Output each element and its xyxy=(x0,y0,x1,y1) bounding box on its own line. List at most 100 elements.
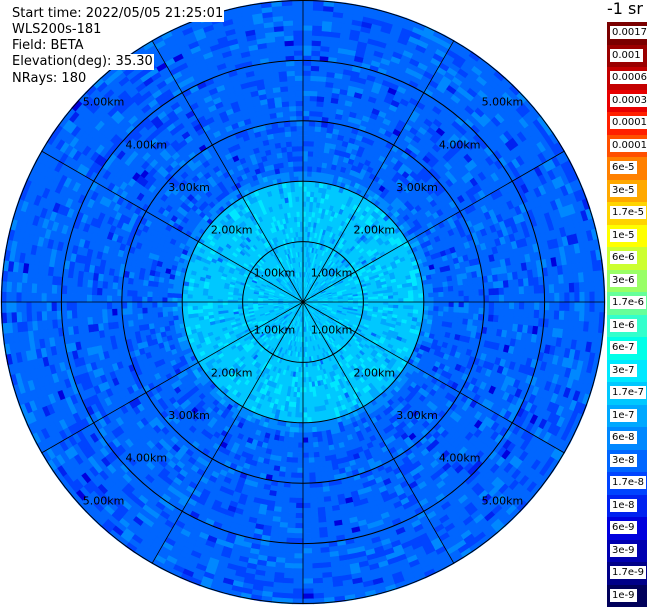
beta-cell xyxy=(282,582,294,590)
beta-cell xyxy=(508,301,515,310)
beta-cell xyxy=(302,377,307,383)
beta-cell xyxy=(294,528,304,534)
beta-cell xyxy=(285,461,293,469)
beta-cell xyxy=(523,301,530,311)
beta-cell xyxy=(295,502,304,509)
beta-cell xyxy=(589,301,596,313)
beta-cell xyxy=(294,407,300,414)
beta-cell xyxy=(292,442,299,449)
beta-cell xyxy=(448,306,455,313)
beta-cell xyxy=(315,426,322,433)
beta-cell xyxy=(305,392,311,398)
beta-cell xyxy=(292,578,304,585)
beta-cell xyxy=(284,466,292,474)
beta-cell xyxy=(457,312,465,320)
beta-cell xyxy=(282,587,294,595)
beta-cell xyxy=(548,310,555,320)
beta-cell xyxy=(447,311,454,319)
beta-cell xyxy=(442,311,449,318)
beta-cell xyxy=(513,309,520,318)
beta-cell xyxy=(302,553,313,560)
beta-cell xyxy=(529,301,535,311)
beta-cell xyxy=(473,301,480,309)
beta-cell xyxy=(302,447,309,454)
beta-cell xyxy=(302,467,310,474)
beta-cell xyxy=(313,461,321,469)
beta-cell xyxy=(293,548,304,555)
beta-cell xyxy=(279,516,289,524)
beta-cell xyxy=(468,307,475,315)
beta-cell xyxy=(281,592,294,600)
beta-cell xyxy=(293,432,299,439)
beta-cell xyxy=(403,301,410,307)
beta-cell xyxy=(309,487,317,494)
beta-cell xyxy=(483,307,490,316)
beta-cell xyxy=(478,307,485,315)
beta-cell xyxy=(569,301,576,312)
beta-cell xyxy=(314,471,322,479)
beta-cell xyxy=(285,547,295,554)
beta-cell xyxy=(463,307,470,314)
beta-cell xyxy=(518,309,525,318)
beta-cell xyxy=(316,436,323,443)
beta-cell xyxy=(298,407,304,414)
beta-cell xyxy=(315,486,324,494)
beta-cell xyxy=(302,538,312,544)
beta-cell xyxy=(284,471,292,479)
beta-cell xyxy=(285,456,293,464)
beta-cell xyxy=(302,502,311,509)
beta-cell xyxy=(294,417,300,424)
beta-cell xyxy=(302,427,308,434)
beta-cell xyxy=(295,397,301,403)
beta-cell xyxy=(458,307,465,314)
beta-cell xyxy=(573,311,581,322)
beta-cell xyxy=(312,572,323,580)
beta-cell xyxy=(302,528,312,534)
beta-cell xyxy=(523,309,530,319)
beta-cell xyxy=(308,462,315,469)
beta-cell xyxy=(302,593,314,600)
beta-cell xyxy=(291,457,298,464)
beta-cell xyxy=(307,447,314,454)
beta-cell xyxy=(579,301,586,313)
beta-cell xyxy=(302,497,311,504)
beta-cell xyxy=(448,301,455,308)
beta-cell xyxy=(286,446,294,453)
beta-cell xyxy=(287,507,297,514)
beta-cell xyxy=(462,312,470,320)
beta-cell xyxy=(309,497,318,504)
beta-cell xyxy=(289,482,298,489)
beta-cell xyxy=(302,437,309,444)
beta-cell xyxy=(302,583,314,590)
beta-cell xyxy=(292,583,304,590)
beta-cell xyxy=(310,527,320,534)
beta-field-cells xyxy=(0,0,606,605)
beta-cell xyxy=(302,452,309,459)
beta-cell xyxy=(294,533,304,539)
beta-cell xyxy=(297,447,304,454)
beta-cell xyxy=(306,402,311,408)
beta-cell xyxy=(311,547,321,554)
beta-cell xyxy=(302,382,307,388)
beta-cell xyxy=(296,482,304,489)
beta-cell xyxy=(478,301,485,309)
beta-cell xyxy=(292,447,299,454)
beta-cell xyxy=(307,442,314,449)
beta-cell xyxy=(443,306,450,313)
beta-cell xyxy=(498,301,505,310)
beta-cell xyxy=(310,517,319,524)
beta-cell xyxy=(295,487,304,494)
beta-cell xyxy=(305,381,310,388)
beta-cell xyxy=(295,512,304,519)
beta-cell xyxy=(305,387,310,393)
beta-cell xyxy=(293,427,299,434)
beta-cell xyxy=(287,441,294,448)
beta-cell xyxy=(312,441,319,448)
beta-cell xyxy=(564,301,571,312)
beta-cell xyxy=(293,568,304,575)
beta-cell xyxy=(296,477,304,484)
beta-cell xyxy=(316,431,323,438)
beta-cell xyxy=(290,477,298,484)
beta-cell xyxy=(483,301,490,309)
